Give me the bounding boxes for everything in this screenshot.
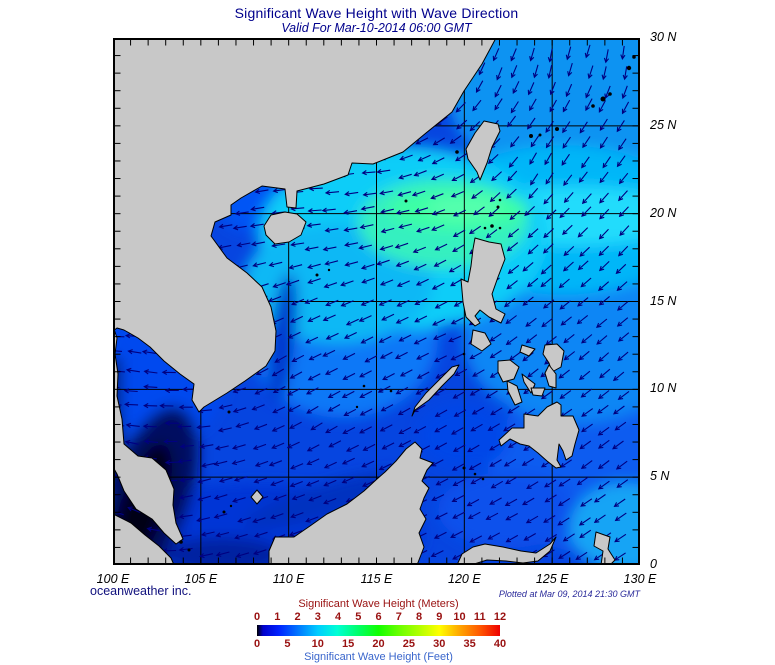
land-luzon: [460, 237, 506, 327]
legend-feet-tick-25: 25: [402, 638, 415, 650]
legend-feet-tick-5: 5: [284, 638, 291, 650]
lon-label-105e: 105 E: [184, 572, 218, 586]
legend-meters-tick-4: 4: [334, 611, 342, 623]
land-bohol: [530, 387, 546, 397]
land-hainan: [263, 211, 307, 245]
lat-label-30n: 30 N: [650, 30, 677, 44]
lon-label-115e: 115 E: [360, 572, 393, 586]
land-palawan: [411, 364, 460, 417]
land-negros: [506, 380, 523, 406]
page-title: Significant Wave Height with Wave Direct…: [234, 5, 519, 21]
legend-feet-tick-15: 15: [342, 638, 355, 650]
lon-label-100e: 100 E: [96, 572, 130, 586]
landmasses: [113, 38, 616, 565]
legend-feet-tick-0: 0: [253, 638, 261, 650]
legend-feet-tick-10: 10: [311, 638, 324, 650]
land-borneo: [268, 441, 434, 565]
land-halmahera: [593, 531, 616, 565]
land-samar: [542, 343, 565, 373]
legend-meters-tick-2: 2: [294, 611, 301, 623]
legend-meters-tick-9: 9: [436, 611, 443, 623]
land-mindoro: [470, 329, 492, 352]
lat-label-0: 0: [650, 557, 657, 571]
land-sumatra: [113, 513, 175, 565]
wave-map: [113, 38, 640, 565]
lat-label-5n: 5 N: [650, 469, 670, 484]
legend-meters-tick-7: 7: [395, 611, 402, 623]
lat-label-15n: 15 N: [650, 293, 677, 308]
legend-meters-tick-3: 3: [314, 611, 321, 623]
legend-feet-tick-40: 40: [493, 638, 507, 650]
legend-feet-tick-20: 20: [372, 638, 385, 650]
plotted-timestamp: Plotted at Mar 09, 2014 21:30 GMT: [498, 589, 640, 599]
legend-feet-label: Significant Wave Height (Feet): [304, 651, 453, 663]
legend-meters-ticks: 0 1 2 3 4 5 6 7 8 9 10 11 12: [253, 611, 506, 623]
provider-credit: oceanweather inc.: [90, 584, 192, 598]
legend-meters-tick-12: 12: [493, 611, 507, 623]
legend-meters-tick-11: 11: [473, 611, 486, 623]
legend-meters-tick-5: 5: [355, 611, 362, 623]
valid-time-subtitle: Valid For Mar-10-2014 06:00 GMT: [281, 21, 472, 35]
wave-map-svg: [113, 38, 640, 565]
land-masbate: [519, 344, 536, 357]
legend-meters-tick-6: 6: [375, 611, 382, 623]
lat-label-10n: 10 N: [650, 381, 677, 396]
small-islands: [179, 55, 636, 552]
legend-feet-tick-35: 35: [463, 638, 476, 650]
map-frame: [113, 38, 640, 565]
legend-meters-tick-8: 8: [415, 611, 423, 623]
lon-label-110e: 110 E: [272, 572, 305, 586]
legend-color-bar: [257, 625, 500, 636]
lat-label-25n: 25 N: [650, 117, 677, 132]
land-asia-mainland: [113, 38, 497, 413]
land-taiwan: [465, 120, 501, 181]
legend-meters-tick-0: 0: [253, 611, 261, 623]
legend-feet-ticks: 0 5 10 15 20 25 30 35 40: [253, 638, 506, 650]
land-natuna: [250, 489, 264, 505]
lon-label-130e: 130 E: [623, 572, 657, 586]
legend-feet-tick-30: 30: [433, 638, 446, 650]
legend-meters-tick-1: 1: [274, 611, 281, 623]
land-panay: [497, 359, 520, 383]
lon-label-120e: 120 E: [447, 572, 481, 586]
lon-label-125e: 125 E: [535, 572, 569, 586]
land-leyte: [544, 364, 557, 389]
lat-label-20n: 20 N: [650, 205, 677, 220]
degree-ticks: [115, 40, 638, 563]
legend-meters-label: Significant Wave Height (Meters): [298, 598, 459, 610]
legend-meters-tick-10: 10: [453, 611, 466, 623]
land-mindanao: [498, 401, 580, 469]
land-malay-peninsula: [113, 325, 184, 545]
